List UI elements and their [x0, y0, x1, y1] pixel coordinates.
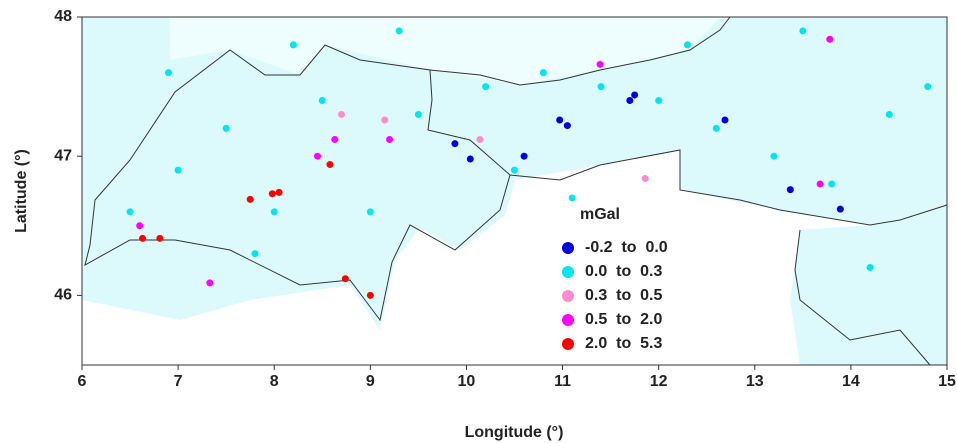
data-point [165, 69, 172, 77]
land [82, 17, 947, 365]
data-point [836, 205, 844, 213]
east-border [794, 229, 931, 366]
legend-marker [562, 338, 574, 350]
legend-label: 0.5 to 2.0 [585, 311, 662, 328]
points [126, 27, 932, 299]
legend-marker [562, 266, 574, 278]
data-point [684, 41, 691, 49]
legend-title: mGal [580, 206, 620, 223]
x-tick-label: 10 [458, 373, 476, 390]
data-point [476, 135, 484, 143]
data-point [341, 275, 349, 283]
legend: mGal -0.2 to 0.0 0.0 to 0.3 0.3 to 0.5 0.5 … [562, 206, 668, 352]
data-point [556, 116, 564, 124]
x-tick-label: 8 [270, 373, 279, 390]
x-tick-label: 11 [554, 373, 571, 390]
north-border [429, 16, 731, 86]
data-point [597, 83, 605, 91]
y-tick-label: 46 [54, 287, 72, 304]
y-tick-label: 47 [54, 147, 72, 164]
data-point [520, 152, 528, 160]
data-point [828, 180, 836, 188]
legend-marker [562, 242, 574, 254]
data-point [414, 110, 422, 118]
legend-label: -0.2 to 0.0 [585, 239, 668, 256]
data-point [386, 135, 394, 143]
data-point [366, 291, 374, 299]
data-point [318, 97, 326, 105]
x-tick-label: 7 [174, 373, 183, 390]
data-point [451, 140, 459, 148]
data-point [641, 174, 649, 182]
data-point [174, 166, 182, 174]
data-point [313, 152, 321, 160]
data-point [126, 208, 134, 216]
data-point [799, 27, 807, 35]
y-axis-label: Latitude (°) [13, 149, 30, 233]
x-tick-label: 6 [78, 373, 87, 390]
x-tick-label: 9 [366, 373, 375, 390]
legend-label: 0.0 to 0.3 [585, 263, 662, 280]
data-point [568, 194, 576, 202]
non-data-area [82, 150, 870, 365]
data-point [270, 208, 278, 216]
data-point [275, 188, 283, 196]
data-point [770, 152, 778, 160]
non-data-area [170, 17, 720, 85]
data-point [482, 83, 490, 91]
data-point [721, 116, 729, 124]
data-point [338, 110, 345, 118]
data-point [466, 155, 474, 163]
legend-label: 2.0 to 5.3 [585, 335, 662, 352]
x-tick-label: 12 [650, 373, 668, 390]
data-point [924, 83, 932, 91]
data-point [816, 180, 824, 188]
x-axis-label: Longitude (°) [465, 424, 564, 441]
alpine-border [509, 149, 948, 226]
plot-frame [81, 16, 948, 366]
x-tick-label: 14 [842, 373, 860, 390]
data-point [136, 222, 144, 230]
data-point [563, 122, 571, 130]
legend-marker [562, 290, 574, 302]
swiss-border [84, 44, 511, 322]
data-point [251, 250, 259, 258]
data-point [511, 166, 518, 174]
data-point [326, 161, 334, 169]
data-point [626, 97, 634, 105]
data-point [139, 234, 147, 242]
y-tick-label: 48 [54, 8, 72, 25]
data-point [866, 264, 874, 272]
legend-marker [562, 314, 574, 326]
data-point [268, 190, 276, 198]
data-point [246, 195, 254, 203]
data-point [331, 135, 339, 143]
data-point [156, 234, 164, 242]
legend-label: 0.3 to 0.5 [585, 287, 662, 304]
data-point [655, 97, 663, 105]
data-point [366, 208, 374, 216]
data-point [826, 35, 834, 43]
data-point [381, 116, 389, 124]
data-point [289, 41, 297, 49]
data-point [885, 110, 893, 118]
data-point [596, 60, 604, 68]
data-point [712, 124, 720, 132]
x-tick-label: 15 [938, 373, 956, 390]
data-point [222, 124, 230, 132]
data-point [631, 91, 639, 99]
data-point [395, 27, 403, 35]
data-point [206, 279, 214, 287]
x-tick-label: 13 [746, 373, 764, 390]
data-point [786, 186, 794, 194]
data-point [539, 69, 547, 77]
